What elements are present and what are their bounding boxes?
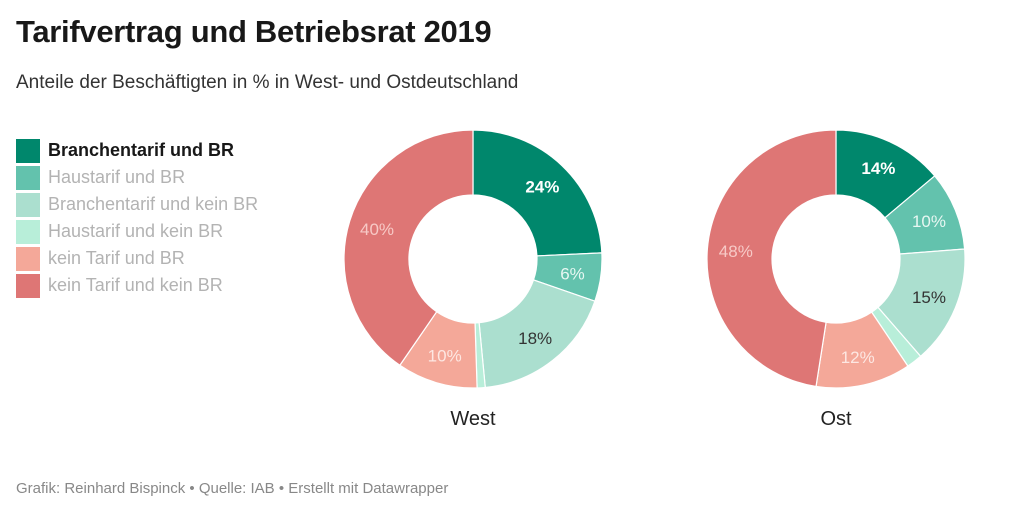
legend-item[interactable]: kein Tarif und BR <box>16 245 258 272</box>
slice-label: 18% <box>518 329 552 348</box>
legend-item[interactable]: kein Tarif und kein BR <box>16 272 258 299</box>
legend-item[interactable]: Branchentarif und BR <box>16 137 258 164</box>
slice-label: 14% <box>861 159 895 178</box>
legend-item[interactable]: Haustarif und kein BR <box>16 218 258 245</box>
legend-label: Haustarif und kein BR <box>48 221 224 241</box>
legend-label: Haustarif und BR <box>48 167 186 187</box>
donut-caption-west: West <box>450 408 496 430</box>
legend-swatch <box>16 273 40 298</box>
legend-label: Branchentarif und BR <box>48 140 235 160</box>
donut-slice[interactable] <box>706 129 837 388</box>
legend-label: kein Tarif und BR <box>48 248 185 268</box>
footer-credits: Grafik: Reinhard Bispinck • Quelle: IAB … <box>16 480 449 497</box>
slice-label: 10% <box>912 212 946 231</box>
donut-slice[interactable] <box>343 129 474 367</box>
slice-label: 48% <box>719 242 753 261</box>
legend-swatch <box>16 246 40 271</box>
legend-label: kein Tarif und kein BR <box>48 275 223 295</box>
slice-label: 40% <box>360 220 394 239</box>
slice-label: 10% <box>428 346 462 365</box>
legend-item[interactable]: Branchentarif und kein BR <box>16 191 258 218</box>
legend-swatch <box>16 219 40 244</box>
donut-west: 24% 6% 18% 10% 40% <box>343 129 603 389</box>
slice-label: 12% <box>841 348 875 367</box>
slice-label: 6% <box>560 264 585 283</box>
donut-caption-ost: Ost <box>820 408 852 430</box>
legend-swatch <box>16 165 40 190</box>
donut-slice[interactable] <box>478 279 596 389</box>
chart-title: Tarifvertrag und Betriebsrat 2019 <box>16 14 492 49</box>
legend: Branchentarif und BR Haustarif und BR Br… <box>16 137 258 299</box>
legend-item[interactable]: Haustarif und BR <box>16 164 258 191</box>
donut-ost: 14% 10% 15% 12% 48% <box>706 129 966 389</box>
legend-label: Branchentarif und kein BR <box>48 194 259 214</box>
donut-slice[interactable] <box>472 129 603 257</box>
legend-swatch <box>16 192 40 217</box>
slice-label: 15% <box>912 288 946 307</box>
chart-subtitle: Anteile der Beschäftigten in % in West- … <box>16 72 519 93</box>
slice-label: 24% <box>525 177 559 196</box>
legend-swatch <box>16 138 40 163</box>
